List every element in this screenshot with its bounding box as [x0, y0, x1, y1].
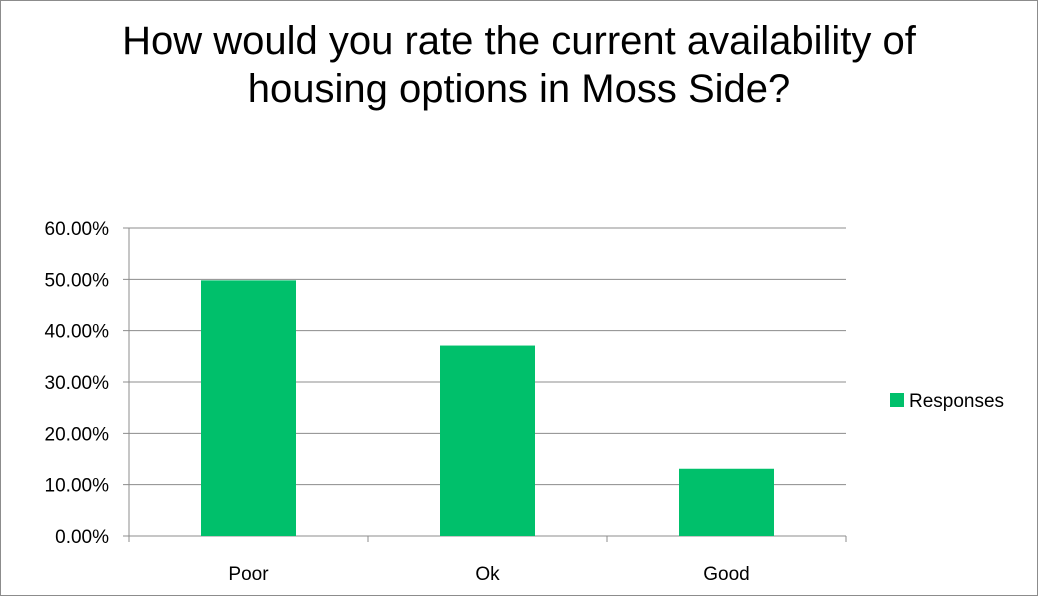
bar-ok [440, 345, 535, 536]
legend-swatch [890, 393, 904, 407]
y-tick-label-1: 10.00% [45, 476, 110, 497]
x-tick-label-ok: Ok [475, 564, 500, 585]
chart-title: How would you rate the current availabil… [122, 19, 916, 111]
y-tick-label-0: 0.00% [55, 527, 109, 548]
legend-label: Responses [909, 391, 1004, 412]
bar-poor [201, 280, 296, 536]
x-tick-label-good: Good [703, 564, 749, 585]
y-tick-label-3: 30.00% [45, 373, 110, 394]
x-tick-label-poor: Poor [228, 564, 269, 585]
y-tick-label-4: 40.00% [45, 322, 110, 343]
y-tick-label-5: 50.00% [45, 270, 110, 291]
y-tick-label-2: 20.00% [45, 424, 110, 445]
y-tick-label-6: 60.00% [45, 219, 110, 240]
bar-good [679, 468, 774, 536]
